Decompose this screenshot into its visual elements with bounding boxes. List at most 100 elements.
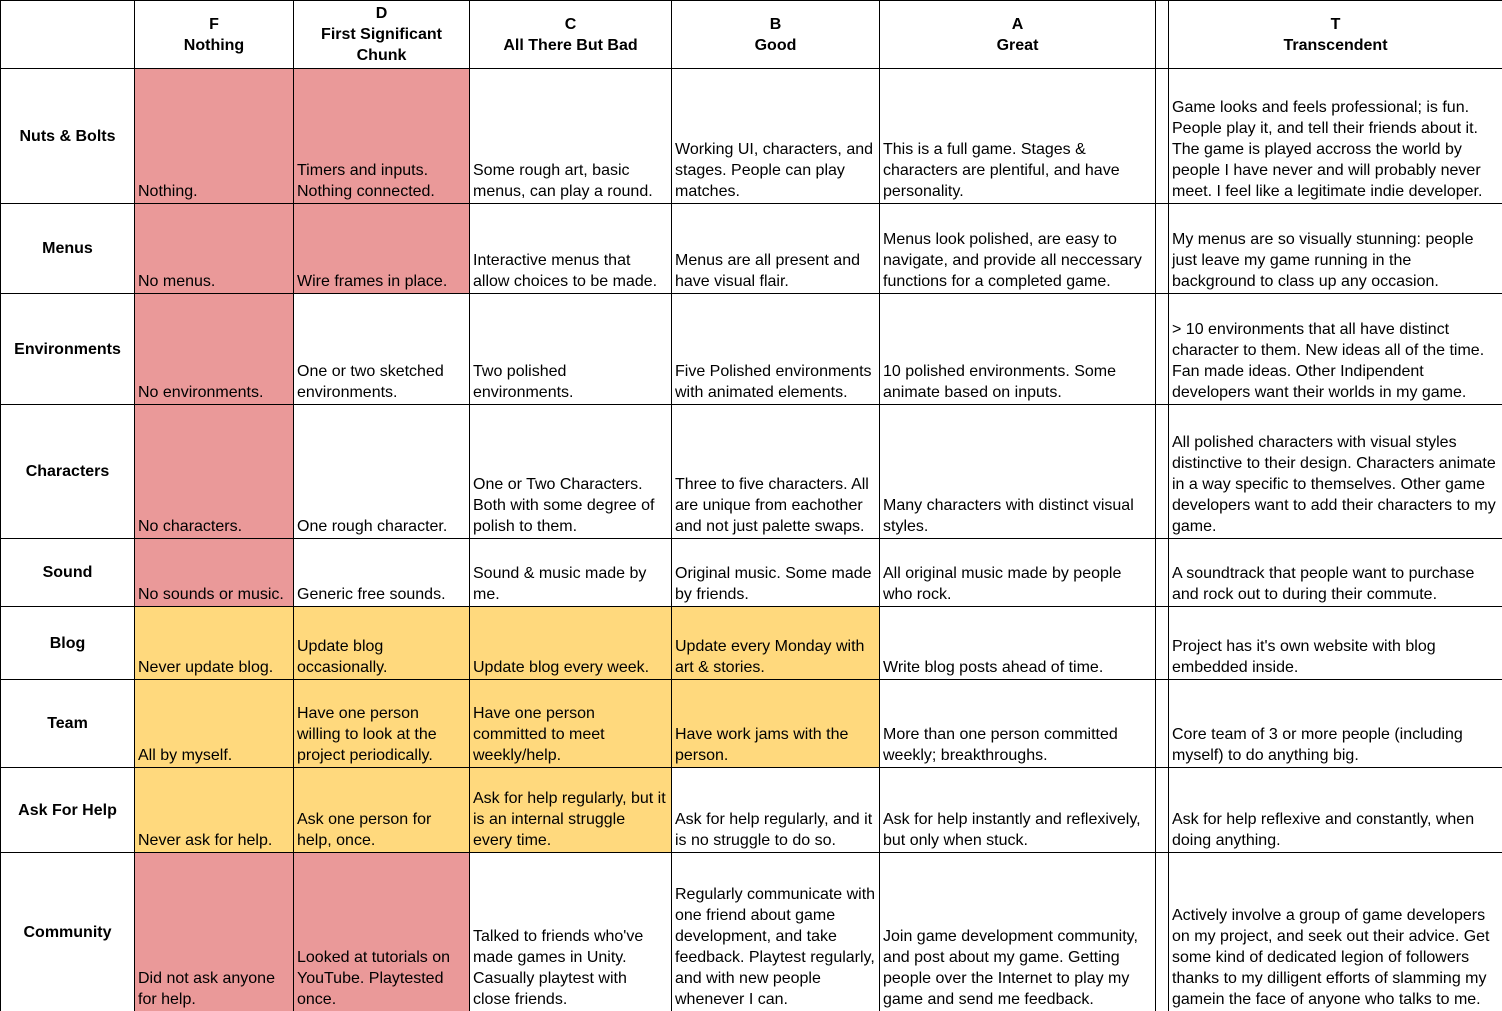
cell-sound-t: A soundtrack that people want to purchas… xyxy=(1168,538,1502,607)
row-label-sound: Sound xyxy=(0,538,135,607)
cell-nuts-bolts-b: Working UI, characters, and stages. Peop… xyxy=(671,68,880,204)
column-grade-letter: A xyxy=(1011,15,1024,33)
cell-blog-c: Update blog every week. xyxy=(469,606,672,680)
cell-blog-spacer xyxy=(1155,606,1169,680)
column-title: Transcendent xyxy=(1283,36,1388,54)
rubric-row-sound: Sound No sounds or music. Generic free sou… xyxy=(0,538,1502,607)
column-header-c: C All There But Bad xyxy=(469,0,672,69)
cell-team-spacer xyxy=(1155,679,1169,768)
cell-nuts-bolts-spacer xyxy=(1155,68,1169,204)
cell-ask-for-help-a: Ask for help instantly and reflexively, … xyxy=(879,767,1156,853)
row-label-ask-for-help: Ask For Help xyxy=(0,767,135,853)
row-label-environments: Environments xyxy=(0,293,135,405)
cell-menus-spacer xyxy=(1155,203,1169,294)
cell-ask-for-help-c: Ask for help regularly, but it is an int… xyxy=(469,767,672,853)
cell-environments-t: > 10 environments that all have distinct… xyxy=(1168,293,1502,405)
column-header-f: F Nothing xyxy=(134,0,294,69)
column-grade-letter: B xyxy=(769,15,782,33)
cell-sound-a: All original music made by people who ro… xyxy=(879,538,1156,607)
row-label-nuts-bolts: Nuts & Bolts xyxy=(0,68,135,204)
cell-community-b: Regularly communicate with one friend ab… xyxy=(671,852,880,1011)
cell-community-d: Looked at tutorials on YouTube. Playtest… xyxy=(293,852,470,1011)
cell-menus-c: Interactive menus that allow choices to … xyxy=(469,203,672,294)
cell-sound-f: No sounds or music. xyxy=(134,538,294,607)
cell-team-b: Have work jams with the person. xyxy=(671,679,880,768)
rubric-row-ask-for-help: Ask For Help Never ask for help. Ask one p… xyxy=(0,767,1502,853)
cell-sound-b: Original music. Some made by friends. xyxy=(671,538,880,607)
cell-team-t: Core team of 3 or more people (including… xyxy=(1168,679,1502,768)
rubric-row-characters: Characters No characters. One rough charac… xyxy=(0,404,1502,539)
cell-menus-b: Menus are all present and have visual fl… xyxy=(671,203,880,294)
column-header-b: B Good xyxy=(671,0,880,69)
cell-characters-d: One rough character. xyxy=(293,404,470,539)
rubric-row-nuts-bolts: Nuts & Bolts Nothing. Timers and inputs. N… xyxy=(0,68,1502,204)
row-label-team: Team xyxy=(0,679,135,768)
cell-nuts-bolts-f: Nothing. xyxy=(134,68,294,204)
cell-community-spacer xyxy=(1155,852,1169,1011)
cell-team-a: More than one person committed weekly; b… xyxy=(879,679,1156,768)
cell-nuts-bolts-d: Timers and inputs. Nothing connected. xyxy=(293,68,470,204)
cell-menus-f: No menus. xyxy=(134,203,294,294)
cell-nuts-bolts-t: Game looks and feels professional; is fu… xyxy=(1168,68,1502,204)
cell-environments-b: Five Polished environments with animated… xyxy=(671,293,880,405)
rubric-row-team: Team All by myself. Have one person willin… xyxy=(0,679,1502,768)
cell-team-d: Have one person willing to look at the p… xyxy=(293,679,470,768)
cell-community-c: Talked to friends who've made games in U… xyxy=(469,852,672,1011)
cell-environments-c: Two polished environments. xyxy=(469,293,672,405)
header-row: F Nothing D First Significant Chunk C All The… xyxy=(0,0,1502,69)
column-grade-letter: F xyxy=(209,15,219,33)
row-label-community: Community xyxy=(0,852,135,1011)
cell-ask-for-help-spacer xyxy=(1155,767,1169,853)
cell-characters-b: Three to five characters. All are unique… xyxy=(671,404,880,539)
cell-ask-for-help-f: Never ask for help. xyxy=(134,767,294,853)
cell-characters-c: One or Two Characters. Both with some de… xyxy=(469,404,672,539)
cell-characters-spacer xyxy=(1155,404,1169,539)
cell-menus-t: My menus are so visually stunning: peopl… xyxy=(1168,203,1502,294)
rubric-row-community: Community Did not ask anyone for help. Loo… xyxy=(0,852,1502,1011)
cell-community-a: Join game development community, and pos… xyxy=(879,852,1156,1011)
cell-blog-f: Never update blog. xyxy=(134,606,294,680)
cell-environments-a: 10 polished environments. Some animate b… xyxy=(879,293,1156,405)
cell-menus-a: Menus look polished, are easy to navigat… xyxy=(879,203,1156,294)
cell-environments-f: No environments. xyxy=(134,293,294,405)
cell-blog-a: Write blog posts ahead of time. xyxy=(879,606,1156,680)
column-header-t: T Transcendent xyxy=(1168,0,1502,69)
column-grade-letter: T xyxy=(1330,15,1341,33)
cell-sound-d: Generic free sounds. xyxy=(293,538,470,607)
rubric-row-blog: Blog Never update blog. Update blog occasi… xyxy=(0,606,1502,680)
corner-cell xyxy=(0,0,135,69)
cell-team-c: Have one person committed to meet weekly… xyxy=(469,679,672,768)
row-label-menus: Menus xyxy=(0,203,135,294)
cell-characters-f: No characters. xyxy=(134,404,294,539)
cell-menus-d: Wire frames in place. xyxy=(293,203,470,294)
cell-characters-a: Many characters with distinct visual sty… xyxy=(879,404,1156,539)
cell-sound-spacer xyxy=(1155,538,1169,607)
cell-blog-d: Update blog occasionally. xyxy=(293,606,470,680)
cell-environments-spacer xyxy=(1155,293,1169,405)
cell-ask-for-help-t: Ask for help reflexive and constantly, w… xyxy=(1168,767,1502,853)
cell-blog-t: Project has it's own website with blog e… xyxy=(1168,606,1502,680)
column-header-d: D First Significant Chunk xyxy=(293,0,470,69)
column-title: Great xyxy=(996,36,1039,54)
cell-characters-t: All polished characters with visual styl… xyxy=(1168,404,1502,539)
cell-nuts-bolts-c: Some rough art, basic menus, can play a … xyxy=(469,68,672,204)
column-grade-letter: D xyxy=(375,5,388,22)
rubric-row-menus: Menus No menus. Wire frames in place. Inter… xyxy=(0,203,1502,294)
cell-community-f: Did not ask anyone for help. xyxy=(134,852,294,1011)
column-title: First Significant Chunk xyxy=(321,26,442,64)
row-label-blog: Blog xyxy=(0,606,135,680)
spacer-column-header xyxy=(1155,0,1169,69)
rubric-row-environments: Environments No environments. One or two s… xyxy=(0,293,1502,405)
cell-team-f: All by myself. xyxy=(134,679,294,768)
cell-community-t: Actively involve a group of game develop… xyxy=(1168,852,1502,1011)
column-title: All There But Bad xyxy=(503,36,638,54)
column-header-a: A Great xyxy=(879,0,1156,69)
cell-ask-for-help-d: Ask one person for help, once. xyxy=(293,767,470,853)
column-title: Good xyxy=(754,36,797,54)
column-grade-letter: C xyxy=(564,15,577,33)
cell-ask-for-help-b: Ask for help regularly, and it is no str… xyxy=(671,767,880,853)
cell-nuts-bolts-a: This is a full game. Stages & characters… xyxy=(879,68,1156,204)
cell-sound-c: Sound & music made by me. xyxy=(469,538,672,607)
